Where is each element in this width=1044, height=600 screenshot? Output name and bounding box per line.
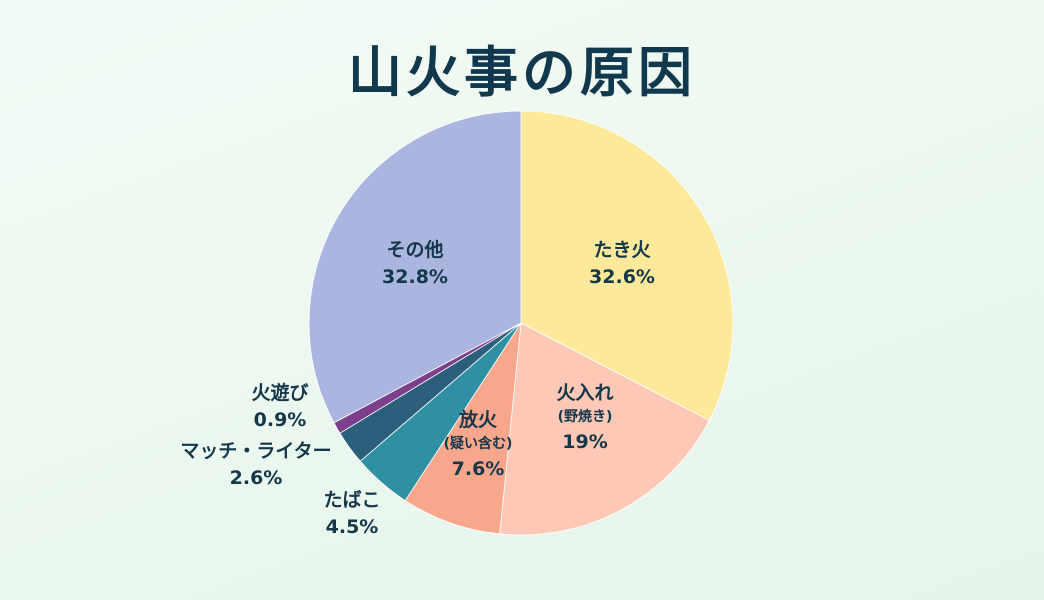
slice-label: 火入れ <box>556 382 613 404</box>
slice-label: たき火 <box>593 239 651 261</box>
slice-value-label: 4.5% <box>326 516 379 538</box>
slice-value-label: 0.9% <box>254 409 307 431</box>
slice-value-label: 7.6% <box>452 458 505 480</box>
slice-label: 火遊び <box>251 381 308 404</box>
pie-labels: たき火 32.6% 火入れ (野焼き) 19% 放火 (疑い含む) 7.6% たばこ 4.5% マッ… <box>180 238 655 538</box>
slice-sublabel: (野焼き) <box>558 408 613 425</box>
pie-slice-7 <box>308 110 522 424</box>
pie-slices <box>308 110 734 536</box>
slice-value-label: 32.8% <box>382 266 448 288</box>
pie-slice-3 <box>404 322 522 535</box>
slice-label: たばこ <box>323 489 380 511</box>
pie-slice-1 <box>520 110 734 421</box>
slice-label: その他 <box>386 238 443 261</box>
slice-value-label: 19% <box>562 431 607 453</box>
chart-title: 山火事の原因 <box>348 41 696 104</box>
slice-value-label: 2.6% <box>230 467 283 489</box>
slice-sublabel: (疑い含む) <box>444 435 513 452</box>
slice-label: 放火 <box>458 408 498 431</box>
pie-slice-2 <box>499 322 710 536</box>
slice-label: マッチ・ライター <box>180 440 331 462</box>
slice-value-label: 32.6% <box>589 266 655 288</box>
